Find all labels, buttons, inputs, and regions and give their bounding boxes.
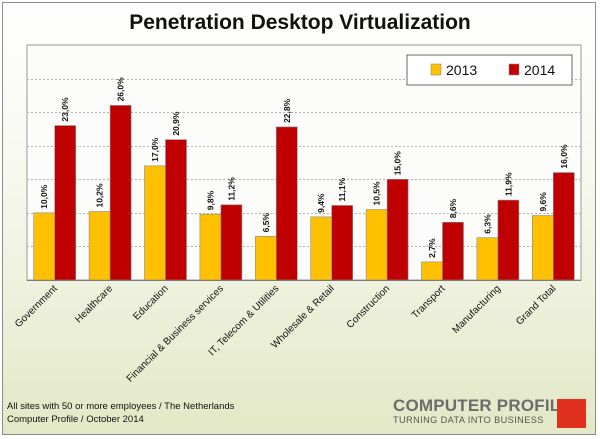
category-label: Manufacturing (450, 283, 503, 336)
data-label: 9,4% (316, 193, 326, 213)
bar-2013 (531, 215, 554, 281)
bar-2013 (421, 261, 443, 281)
data-label: 20,9% (171, 111, 181, 136)
bar-2014 (386, 178, 409, 281)
data-label: 6,3% (482, 214, 492, 234)
logo-tagline: TURNING DATA INTO BUSINESS (393, 415, 544, 425)
bar-2014 (165, 139, 187, 281)
bar-2014 (220, 204, 243, 281)
logo-square-icon (557, 399, 586, 428)
data-label: 11,1% (337, 177, 347, 201)
data-label: 17,0% (150, 137, 160, 162)
data-label: 11,2% (226, 177, 236, 201)
data-label: 10,0% (39, 184, 49, 209)
bar-2014 (275, 126, 298, 281)
company-logo: COMPUTER PROFILE TURNING DATA INTO BUSIN… (393, 397, 572, 426)
data-label: 2,7% (427, 238, 437, 258)
category-label: Financial & Business services (125, 283, 226, 384)
data-label: 9,6% (538, 192, 548, 212)
bar-2013 (88, 211, 111, 281)
data-label: 22,8% (282, 98, 292, 123)
bar-2014 (54, 125, 77, 281)
data-label: 26,0% (116, 77, 126, 102)
data-label: 6,5% (261, 213, 271, 233)
bar-2013 (255, 236, 277, 281)
chart-title: Penetration Desktop Virtualization (129, 11, 471, 34)
legend-label-2013: 2013 (446, 62, 477, 78)
data-label: 11,9% (503, 172, 513, 196)
bar-2013 (33, 212, 56, 281)
legend-swatch-2013 (430, 63, 442, 76)
bar-2013 (476, 237, 499, 281)
category-label: Construction (345, 283, 392, 330)
footer-line-2: Computer Profile / October 2014 (7, 414, 144, 425)
logo-name: COMPUTER PROFILE (393, 396, 572, 415)
bar-2013 (144, 165, 166, 281)
footer-note: All sites with 50 or more employees / Th… (7, 400, 234, 426)
data-label: 10,2% (95, 183, 105, 208)
category-label: Healthcare (73, 283, 115, 325)
bar-2013 (365, 209, 388, 281)
data-label: 9,8% (205, 190, 215, 210)
bar-2014 (442, 221, 464, 281)
bar-2014 (109, 105, 132, 281)
data-label: 10,5% (372, 181, 382, 206)
data-label: 23,0% (60, 97, 70, 122)
footer-line-1: All sites with 50 or more employees / Th… (7, 401, 235, 412)
category-label: Grand Total (514, 283, 558, 327)
category-label: Education (131, 283, 170, 322)
data-label: 15,0% (393, 151, 403, 176)
category-label: Transport (410, 283, 448, 321)
bar-2013 (199, 213, 222, 281)
data-label: 8,6% (448, 198, 458, 218)
bar-2014 (552, 172, 575, 281)
legend-swatch-2014 (508, 63, 520, 76)
category-label: Wholesale & Retail (269, 283, 337, 351)
bar-2014 (497, 199, 520, 281)
bar-2013 (310, 216, 333, 281)
bar-2014 (331, 205, 354, 281)
data-label: 16,0% (559, 144, 569, 169)
category-label: Government (13, 283, 60, 330)
legend-label-2014: 2014 (524, 62, 555, 78)
